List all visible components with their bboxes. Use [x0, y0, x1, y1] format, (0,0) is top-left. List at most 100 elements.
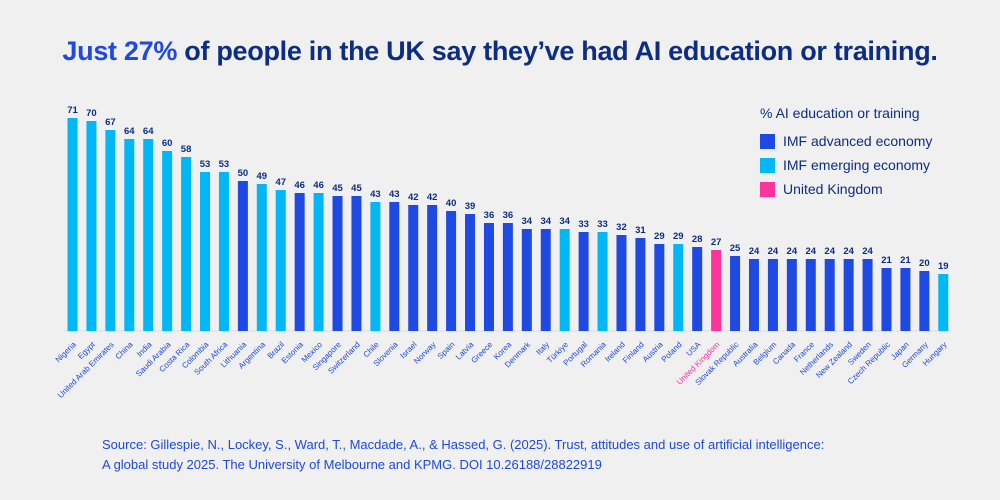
category-label-finland: Finland [621, 340, 646, 365]
value-label-singapore: 45 [332, 183, 343, 194]
value-label-korea: 36 [503, 210, 514, 221]
legend-swatch-advanced [760, 133, 775, 149]
bar-belgium [767, 259, 778, 331]
value-label-israel: 42 [408, 192, 419, 203]
category-label-nigeria: Nigeria [54, 340, 79, 365]
bar-greece [483, 223, 494, 331]
category-label-estonia: Estonia [280, 340, 306, 366]
value-label-greece: 36 [484, 210, 495, 221]
legend-item-uk: United Kingdom [760, 177, 932, 201]
bar-netherlands [824, 259, 835, 331]
bar-canada [786, 259, 797, 331]
value-label-nigeria: 71 [67, 105, 78, 116]
bar-egypt [86, 121, 97, 331]
value-label-belgium: 24 [768, 246, 779, 257]
bar-south-africa [218, 172, 229, 331]
value-label-slovenia: 43 [389, 189, 400, 200]
bar-brazil [275, 190, 286, 331]
bar-israel [408, 205, 419, 331]
bar-united-kingdom [711, 250, 722, 331]
bar-romania [597, 232, 608, 331]
legend: % AI education or training IMF advanced … [760, 105, 932, 201]
legend-title: % AI education or training [760, 105, 920, 121]
value-label-mexico: 46 [313, 180, 324, 191]
value-label-south-africa: 53 [219, 159, 230, 170]
category-label-poland: Poland [660, 340, 684, 364]
source-line-1: Source: Gillespie, N., Lockey, S., Ward,… [102, 437, 825, 452]
value-labels-group: 71 70 67 64 64 60 58 53 53 50 49 47 46 46 45 45 43 43 42 42… [67, 105, 948, 272]
value-label-costa-rica: 58 [181, 144, 192, 155]
bar-united-arab-emirates [105, 130, 116, 331]
title-rest: of people in the UK say they’ve had AI e… [177, 36, 938, 66]
value-label-lithuania: 50 [238, 168, 249, 179]
bar-switzerland [351, 196, 362, 331]
value-label-latvia: 39 [465, 201, 476, 212]
bar-singapore [332, 196, 343, 331]
bar-t-rkiye [559, 229, 570, 331]
bar-nigeria [67, 118, 78, 331]
bars-group [67, 118, 949, 331]
value-label-netherlands: 24 [824, 246, 835, 257]
value-label-usa: 28 [692, 234, 703, 245]
value-label-brazil: 47 [275, 177, 286, 188]
value-label-colombia: 53 [200, 159, 211, 170]
value-label-canada: 24 [787, 246, 798, 257]
value-label-hungary: 19 [938, 261, 949, 272]
value-label-ireland: 32 [616, 222, 627, 233]
value-label-chile: 43 [370, 189, 381, 200]
title-highlight: Just 27% [62, 36, 178, 66]
value-label-france: 24 [805, 246, 816, 257]
value-label-italy: 34 [540, 216, 551, 227]
value-label-slovak-republic: 25 [730, 243, 741, 254]
bar-china [124, 139, 135, 331]
value-label-germany: 20 [919, 258, 930, 269]
legend-swatch-emerging [760, 157, 775, 173]
value-label-united-kingdom: 27 [711, 237, 722, 248]
bar-estonia [294, 193, 305, 331]
value-label-romania: 33 [597, 219, 608, 230]
bar-japan [900, 268, 911, 331]
bar-norway [427, 205, 438, 331]
bar-austria [654, 244, 665, 331]
bar-lithuania [237, 181, 248, 331]
value-label-egypt: 70 [86, 108, 97, 119]
bar-poland [673, 244, 684, 331]
value-label-norway: 42 [427, 192, 438, 203]
bar-denmark [521, 229, 532, 331]
bar-saudi-arabia [162, 151, 173, 331]
legend-item-advanced: IMF advanced economy [760, 129, 932, 153]
value-label-finland: 31 [635, 225, 646, 236]
bar-finland [635, 238, 646, 331]
value-label-czech-republic: 21 [881, 255, 892, 266]
category-label-china: China [114, 340, 136, 362]
bar-colombia [200, 172, 211, 331]
value-label-spain: 40 [446, 198, 457, 209]
bar-slovenia [389, 202, 400, 331]
chart-title: Just 27% of people in the UK say they’ve… [0, 36, 1000, 67]
bar-germany [919, 271, 930, 331]
value-label-austria: 29 [654, 231, 665, 242]
category-label-greece: Greece [469, 340, 494, 365]
legend-swatch-uk [760, 181, 775, 197]
bar-italy [540, 229, 551, 331]
legend-label-advanced: IMF advanced economy [783, 133, 933, 149]
bar-france [805, 259, 816, 331]
value-label-new-zealand: 24 [843, 246, 854, 257]
bar-sweden [862, 259, 873, 331]
bar-ireland [616, 235, 627, 331]
legend-item-emerging: IMF emerging economy [760, 153, 932, 177]
value-label-t-rkiye: 34 [559, 216, 570, 227]
bar-costa-rica [181, 157, 192, 331]
value-label-china: 64 [124, 126, 135, 137]
value-label-australia: 24 [749, 246, 760, 257]
bar-slovak-republic [730, 256, 741, 331]
source-citation: Source: Gillespie, N., Lockey, S., Ward,… [102, 435, 824, 475]
bar-latvia [465, 214, 476, 331]
bar-portugal [578, 232, 589, 331]
legend-label-emerging: IMF emerging economy [783, 157, 931, 173]
bar-usa [692, 247, 703, 331]
bar-mexico [313, 193, 324, 331]
bar-argentina [256, 184, 267, 331]
bar-new-zealand [843, 259, 854, 331]
